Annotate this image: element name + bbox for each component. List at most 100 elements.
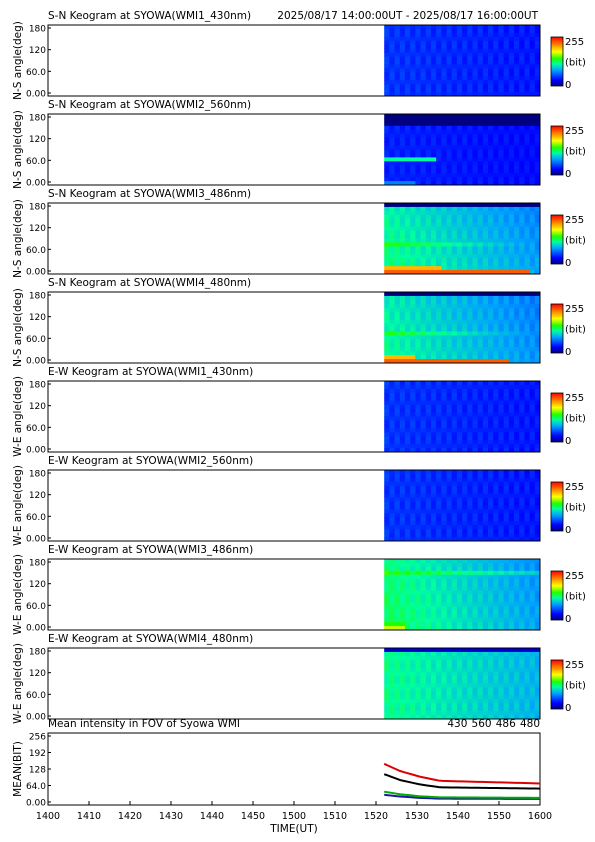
- heatmap-cell: [420, 655, 427, 661]
- heatmap-cell: [441, 622, 447, 627]
- heatmap-cell: [529, 525, 536, 530]
- heatmap-cell: [410, 537, 416, 542]
- heatmap-cell: [534, 384, 541, 390]
- heatmap-cell: [472, 68, 479, 73]
- heatmap-cell: [519, 533, 525, 538]
- heatmap-cell: [410, 420, 416, 425]
- heatmap-cell: [503, 114, 510, 119]
- heatmap-cell: [493, 28, 499, 34]
- heatmap-cell: [394, 315, 401, 321]
- heatmap-cell: [399, 509, 406, 514]
- mean-plot-frame: [47, 732, 541, 806]
- heatmap-cell: [524, 396, 531, 402]
- heatmap-cell: [508, 173, 515, 178]
- heatmap-cell: [404, 222, 411, 228]
- heatmap-cell: [394, 64, 401, 69]
- heatmap-cell: [436, 671, 442, 677]
- heatmap-cell: [534, 562, 541, 568]
- heatmap-cell: [514, 537, 520, 542]
- heatmap-cell: [456, 489, 463, 495]
- heatmap-cell: [389, 246, 395, 251]
- heatmap-cell: [404, 36, 411, 42]
- heatmap-cell: [519, 44, 525, 50]
- heatmap-cell: [415, 137, 421, 143]
- heatmap-cell: [441, 707, 447, 712]
- heatmap-cell: [462, 509, 468, 514]
- heatmap-cell: [482, 485, 489, 491]
- heatmap-cell: [529, 703, 536, 708]
- heatmap-cell: [534, 173, 541, 178]
- heatmap-cell: [482, 121, 489, 127]
- heatmap-cell: [430, 448, 437, 453]
- heatmap-cell: [508, 56, 515, 61]
- heatmap-cell: [519, 56, 525, 61]
- heatmap-cell: [467, 56, 473, 61]
- heatmap-cell: [441, 687, 447, 692]
- heatmap-cell: [410, 359, 416, 364]
- heatmap-cell: [482, 258, 489, 263]
- heatmap-cell: [420, 659, 427, 665]
- heatmap-cell: [415, 292, 421, 297]
- heatmap-cell: [462, 214, 468, 220]
- heatmap-cell: [488, 72, 494, 77]
- heatmap-cell: [519, 258, 525, 263]
- heatmap-cell: [389, 177, 395, 182]
- heatmap-cell: [462, 420, 468, 425]
- heatmap-cell: [524, 648, 531, 653]
- heatmap-cell: [389, 343, 395, 348]
- heatmap-cell: [524, 602, 531, 607]
- heatmap-cell: [529, 559, 536, 564]
- heatmap-cell: [451, 594, 458, 599]
- heatmap-cell: [519, 76, 525, 81]
- heatmap-cell: [404, 598, 411, 603]
- heatmap-cell: [519, 610, 525, 615]
- heatmap-cell: [498, 258, 505, 263]
- heatmap-cell: [420, 32, 427, 38]
- heatmap-cell: [488, 270, 494, 275]
- heatmap-cell: [477, 210, 484, 216]
- heatmap-cell: [514, 559, 520, 564]
- heatmap-cell: [389, 254, 395, 259]
- heatmap-cell: [404, 355, 411, 360]
- heatmap-cell: [436, 319, 442, 324]
- heatmap-cell: [430, 149, 437, 154]
- heatmap-cell: [441, 602, 447, 607]
- heatmap-cell: [399, 266, 406, 271]
- heatmap-cell: [441, 218, 447, 224]
- heatmap-cell: [425, 675, 432, 680]
- heatmap-cell: [410, 25, 416, 30]
- heatmap-cell: [493, 408, 499, 413]
- heatmap-cell: [425, 420, 432, 425]
- heatmap-cell: [415, 335, 421, 340]
- heatmap-cell: [503, 165, 510, 170]
- colorbar-min-label: 0: [565, 614, 571, 625]
- heatmap-cell: [462, 28, 468, 34]
- heatmap-cell: [467, 392, 473, 398]
- heatmap-cell: [493, 505, 499, 510]
- heatmap-cell: [462, 485, 468, 491]
- heatmap-cell: [498, 234, 505, 239]
- heatmap-cell: [399, 292, 406, 297]
- heatmap-cell: [477, 436, 484, 441]
- heatmap-cell: [451, 578, 458, 584]
- heatmap-cell: [472, 339, 479, 344]
- heatmap-cell: [529, 210, 536, 216]
- heatmap-cell: [451, 559, 458, 564]
- heatmap-cell: [394, 513, 401, 518]
- heatmap-cell: [394, 570, 401, 576]
- heatmap-cell: [472, 651, 479, 657]
- heatmap-cell: [529, 610, 536, 615]
- heatmap-cell: [415, 671, 421, 677]
- heatmap-cell: [394, 307, 401, 313]
- heatmap-cell: [514, 84, 520, 89]
- heatmap-cell: [436, 420, 442, 425]
- heatmap-cell: [436, 92, 442, 97]
- heatmap-cell: [389, 114, 395, 119]
- heatmap-cell: [472, 210, 479, 216]
- heatmap-cell: [456, 40, 463, 46]
- heatmap-cell: [493, 258, 499, 263]
- heatmap-cell: [425, 470, 432, 475]
- heatmap-cell: [441, 428, 447, 433]
- heatmap-cell: [524, 707, 531, 712]
- heatmap-cell: [524, 173, 531, 178]
